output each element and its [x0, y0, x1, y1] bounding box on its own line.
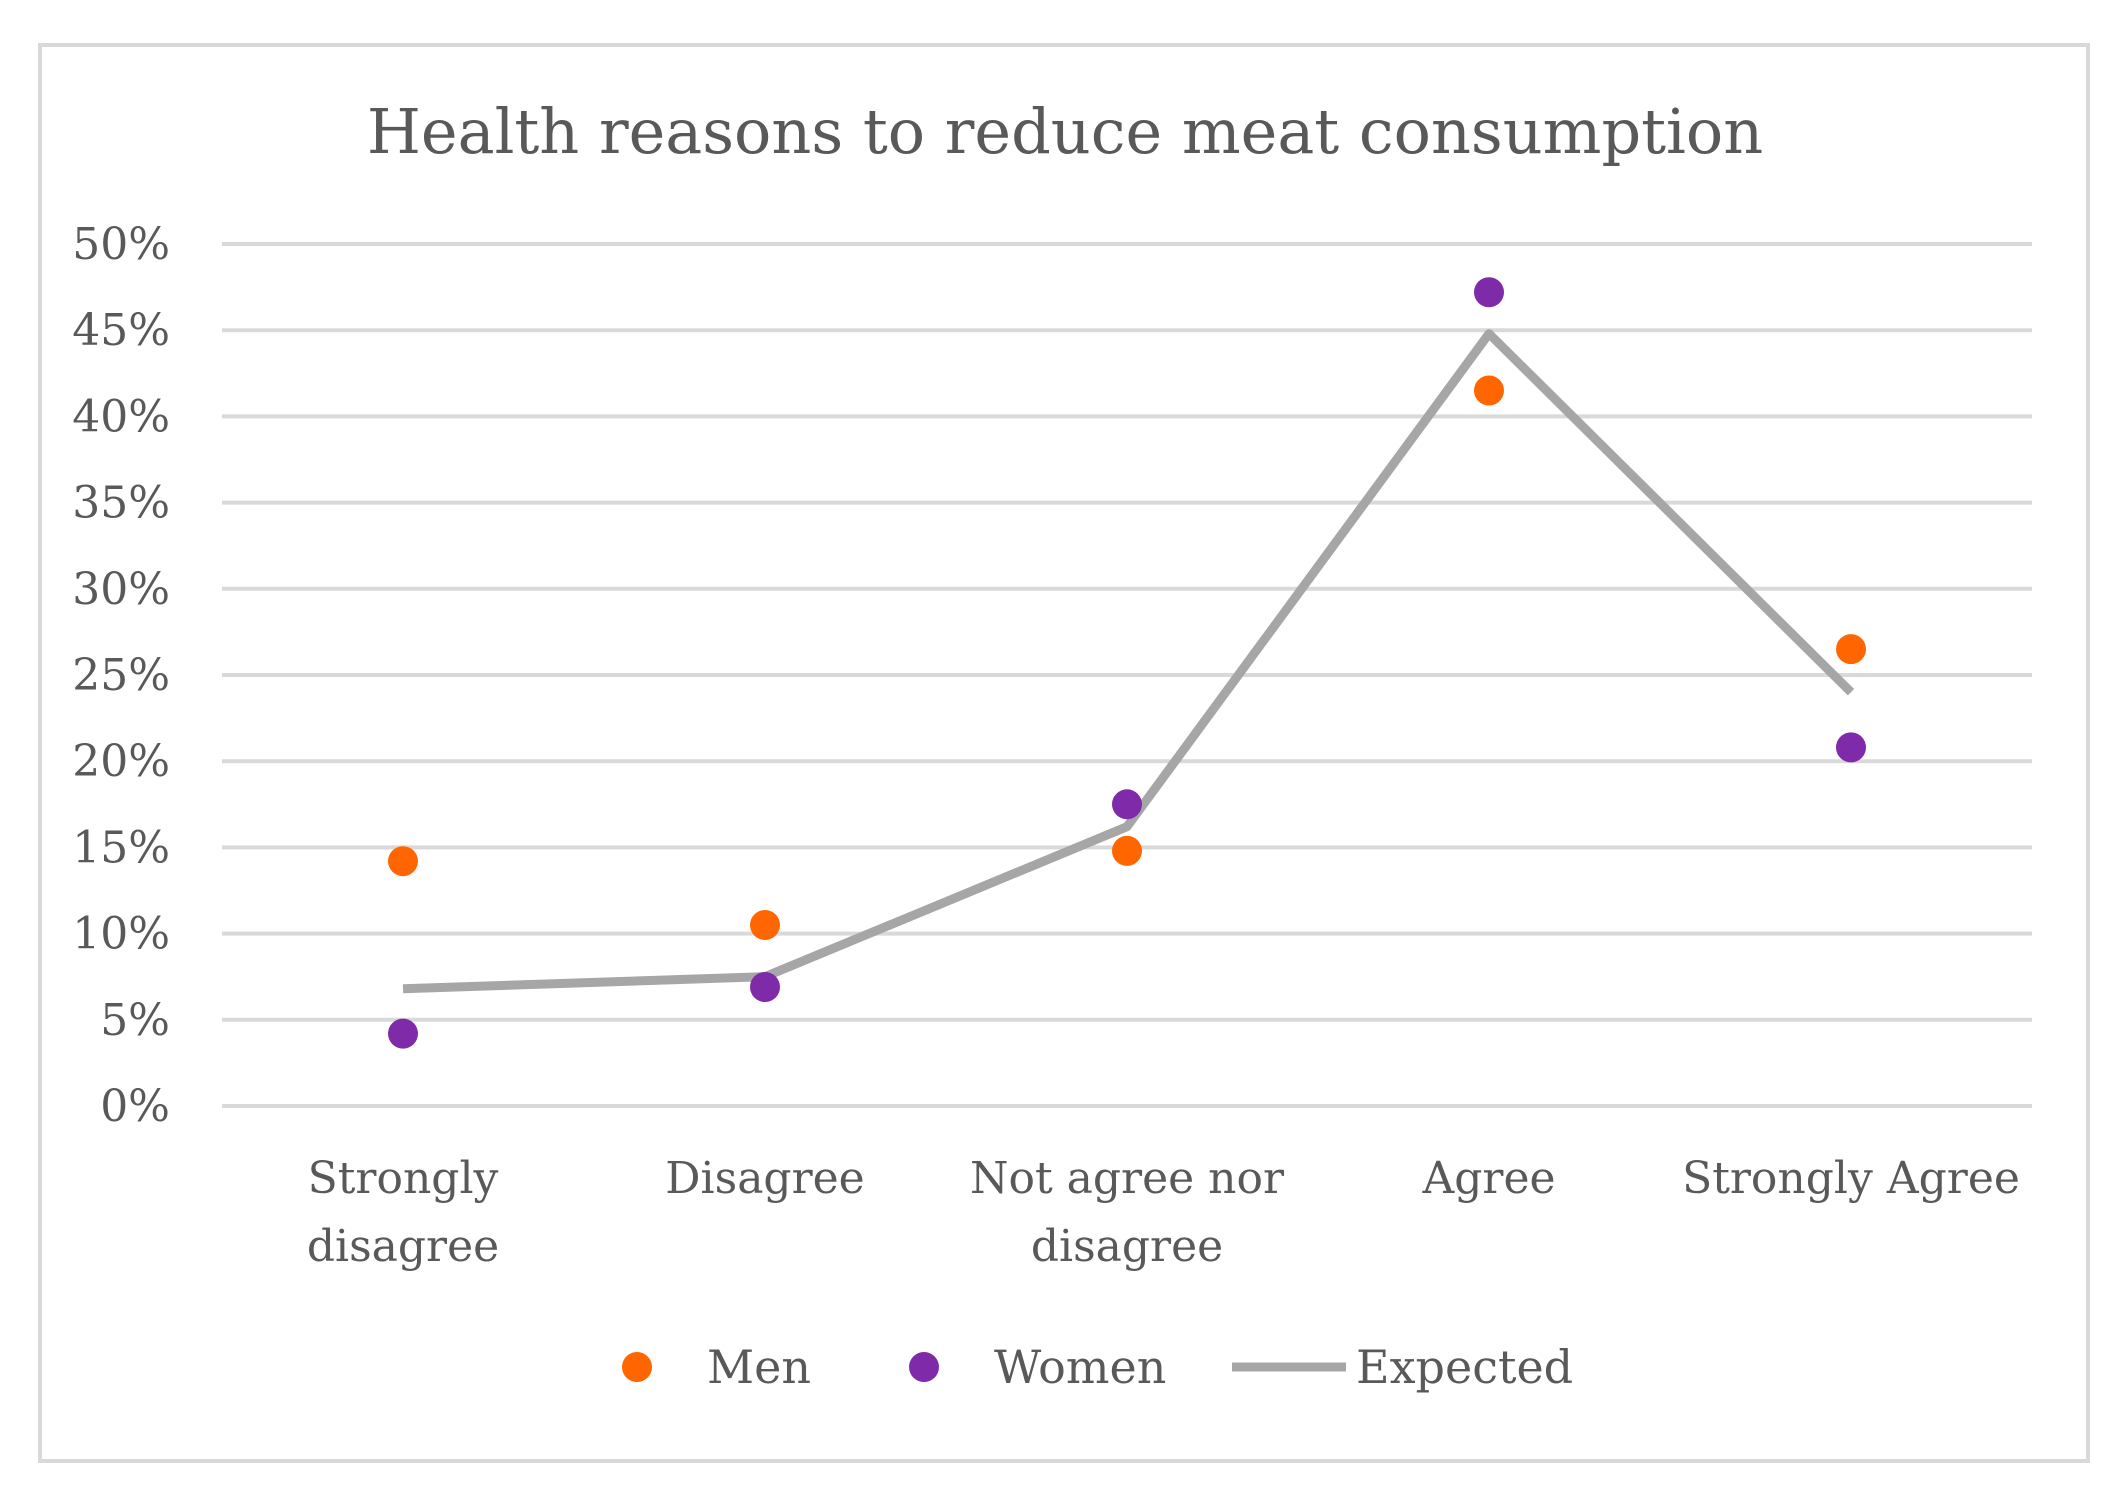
- x-tick-label: disagree: [1031, 1221, 1223, 1272]
- y-tick-label: 25%: [72, 650, 170, 701]
- data-point-men: [1474, 375, 1504, 406]
- chart-title: Health reasons to reduce meat consumptio…: [367, 95, 1763, 168]
- y-tick-label: 40%: [72, 391, 170, 442]
- gridlines: [222, 242, 2032, 1108]
- y-tick-label: 30%: [72, 564, 170, 615]
- x-tick-label: Disagree: [665, 1153, 864, 1204]
- series-lines: [402, 329, 1855, 994]
- x-tick-label: Not agree nor: [970, 1153, 1285, 1204]
- y-tick-label: 0%: [100, 1081, 170, 1132]
- legend-label-expected: Expected: [1356, 1340, 1573, 1394]
- legend-marker-men: [622, 1352, 652, 1382]
- x-tick-label: Agree: [1421, 1153, 1555, 1204]
- chart-frame: [38, 43, 2090, 1463]
- data-point-men: [1112, 835, 1142, 866]
- data-point-women: [1112, 789, 1142, 820]
- y-tick-label: 20%: [72, 736, 170, 787]
- legend-marker-women: [909, 1352, 939, 1382]
- data-point-men: [1836, 634, 1866, 665]
- data-point-women: [750, 972, 780, 1003]
- data-point-women: [388, 1018, 418, 1049]
- series-markers: [388, 277, 1866, 1049]
- y-tick-label: 50%: [72, 219, 170, 270]
- y-axis-labels: 0% 5% 10% 15% 20% 25% 30% 35% 40% 45% 50%: [72, 219, 170, 1132]
- legend-label-women: Women: [994, 1340, 1166, 1394]
- data-point-men: [388, 846, 418, 877]
- data-point-women: [1836, 732, 1866, 763]
- x-axis-labels: Strongly disagree Disagree Not agree nor dis…: [307, 1153, 2020, 1272]
- x-tick-label: disagree: [307, 1221, 499, 1272]
- y-tick-label: 10%: [72, 909, 170, 960]
- series-line-expected: [402, 329, 1855, 994]
- y-tick-label: 15%: [72, 822, 170, 873]
- x-tick-label: Strongly Agree: [1682, 1153, 2020, 1204]
- x-tick-label: Strongly: [308, 1153, 499, 1204]
- y-tick-label: 5%: [100, 995, 170, 1046]
- data-point-men: [750, 909, 780, 940]
- legend-label-men: Men: [707, 1340, 811, 1394]
- data-point-women: [1474, 277, 1504, 308]
- legend: Men Women Expected: [622, 1340, 1573, 1394]
- y-tick-label: 35%: [72, 478, 170, 529]
- y-tick-label: 45%: [72, 305, 170, 356]
